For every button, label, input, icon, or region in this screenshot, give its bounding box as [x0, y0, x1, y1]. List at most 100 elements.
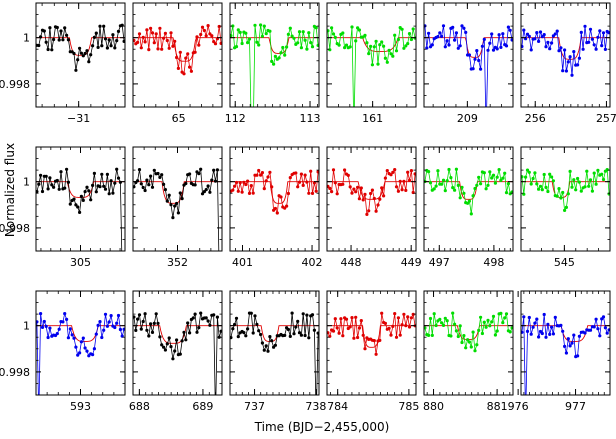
data-point-6-39 — [590, 37, 595, 41]
data-point-4-13 — [348, 45, 352, 49]
data-point-18-13 — [542, 312, 546, 317]
data-point-2-18 — [163, 31, 167, 35]
data-point-8-20 — [167, 193, 171, 197]
data-point-14-40 — [204, 316, 208, 320]
data-point-9-28 — [279, 195, 283, 199]
data-point-13-3 — [39, 312, 43, 316]
data-point-16-38 — [394, 335, 399, 339]
data-point-8-8 — [145, 178, 149, 182]
data-point-7-48 — [123, 273, 126, 276]
data-point-5-20 — [458, 44, 462, 48]
data-point-12-10 — [537, 187, 541, 191]
data-point-8-17 — [162, 182, 166, 186]
data-point-5-11 — [441, 24, 446, 28]
data-point-11-4 — [428, 181, 433, 185]
data-point-14-47 — [217, 335, 221, 339]
model-line-11 — [424, 181, 513, 200]
data-point-17-33 — [482, 320, 486, 324]
data-point-4-45 — [407, 31, 412, 36]
data-point-15-48 — [316, 331, 319, 335]
data-point-10-42 — [402, 179, 406, 183]
data-point-2-43 — [210, 34, 214, 38]
data-point-14-6 — [141, 319, 145, 324]
data-point-9-2 — [231, 188, 235, 192]
data-point-2-19 — [165, 38, 169, 43]
data-point-6-2 — [522, 28, 526, 32]
data-point-1-23 — [76, 58, 80, 62]
data-point-1-30 — [89, 53, 93, 57]
data-point-16-4 — [331, 329, 336, 333]
data-point-18-4 — [525, 329, 530, 333]
data-point-16-17 — [356, 335, 360, 340]
data-line-12 — [521, 168, 610, 212]
data-point-3-13 — [252, 129, 255, 132]
data-point-16-19 — [359, 319, 363, 323]
data-point-9-15 — [255, 173, 259, 177]
data-point-9-32 — [286, 191, 290, 196]
data-point-11-48 — [510, 190, 513, 194]
data-point-1-26 — [81, 54, 85, 58]
data-point-5-17 — [453, 38, 457, 42]
data-point-16-21 — [363, 347, 367, 351]
y-tick-label: 1 — [23, 320, 30, 333]
data-point-1-5 — [42, 29, 46, 33]
data-point-17-23 — [464, 346, 468, 350]
data-point-7-24 — [78, 210, 82, 214]
data-point-2-37 — [199, 32, 203, 37]
panel-9: 401 402 — [229, 146, 323, 269]
x-tick-label: 545 — [554, 256, 575, 269]
data-point-14-3 — [136, 317, 140, 321]
series-5 — [424, 24, 513, 107]
data-point-9-7 — [240, 190, 244, 194]
data-point-17-43 — [501, 321, 505, 325]
data-point-17-27 — [471, 330, 475, 334]
data-point-2-22 — [171, 44, 175, 48]
data-point-7-47 — [121, 273, 124, 276]
data-point-5-48 — [510, 38, 513, 42]
data-point-16-14 — [350, 316, 354, 320]
x-tick-label: 593 — [70, 400, 91, 413]
data-point-15-38 — [297, 331, 302, 335]
data-point-4-46 — [409, 37, 413, 42]
data-point-2-6 — [141, 35, 145, 39]
data-point-4-28 — [376, 62, 380, 66]
data-point-11-33 — [482, 171, 486, 175]
x-tick-label: 161 — [362, 112, 383, 125]
data-point-2-24 — [175, 55, 179, 60]
data-point-9-47 — [314, 189, 318, 193]
data-point-10-2 — [328, 186, 332, 190]
data-point-8-27 — [180, 197, 184, 201]
data-point-6-1 — [521, 44, 524, 49]
data-point-1-6 — [44, 40, 48, 44]
data-point-10-4 — [331, 168, 336, 172]
data-point-2-13 — [154, 32, 158, 36]
data-point-2-41 — [206, 24, 210, 28]
data-point-8-7 — [143, 188, 147, 193]
data-point-10-24 — [369, 191, 373, 196]
data-point-15-13 — [251, 331, 255, 335]
data-point-10-23 — [367, 209, 371, 213]
data-point-12-41 — [594, 182, 598, 186]
data-point-9-25 — [273, 206, 277, 211]
data-point-5-22 — [462, 26, 466, 30]
data-point-10-29 — [378, 197, 382, 201]
data-point-11-20 — [458, 196, 462, 200]
data-point-11-12 — [443, 189, 447, 193]
data-point-11-42 — [499, 178, 503, 182]
data-point-5-13 — [445, 39, 449, 43]
data-point-4-18 — [357, 28, 361, 32]
series-18 — [521, 312, 610, 395]
data-point-8-4 — [137, 168, 142, 172]
data-point-5-31 — [479, 67, 483, 71]
data-point-17-36 — [488, 324, 492, 328]
data-point-17-39 — [493, 333, 497, 337]
data-point-1-15 — [61, 38, 65, 42]
panel-frame-1 — [35, 2, 126, 108]
x-tick-label: 402 — [302, 256, 323, 269]
y-tick-label: 1 — [23, 176, 30, 189]
panel-frame-3 — [229, 2, 320, 108]
panel-frame-18 — [520, 290, 611, 396]
panel-frame-12 — [520, 146, 611, 252]
data-point-17-1 — [424, 326, 427, 330]
x-tick-label: −31 — [67, 112, 90, 125]
